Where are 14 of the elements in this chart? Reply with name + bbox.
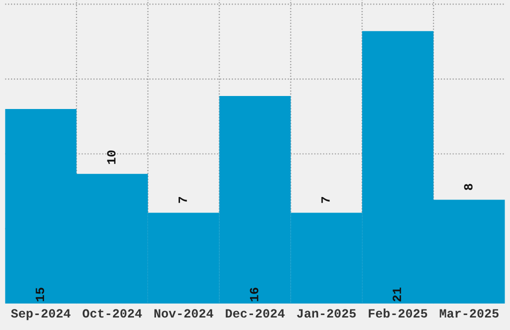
x-tick-label: Dec-2024: [226, 309, 285, 318]
data-label: 10: [107, 150, 116, 164]
data-label: 8: [464, 184, 473, 190]
x-tick-label: Feb-2025: [368, 308, 428, 318]
data-label: 15: [36, 288, 44, 302]
x-tick-label: Oct-2024: [82, 309, 142, 318]
x-tick-label: Nov-2024: [154, 309, 214, 318]
data-label: 7: [321, 197, 330, 203]
x-tick-label: Jan-2025: [297, 309, 356, 318]
x-tick-label: Mar-2025: [440, 309, 499, 318]
data-label: 21: [392, 288, 402, 302]
x-tick-label: Sep-2024: [11, 309, 70, 320]
data-label: 16: [250, 288, 258, 302]
data-label: 7: [178, 197, 187, 203]
